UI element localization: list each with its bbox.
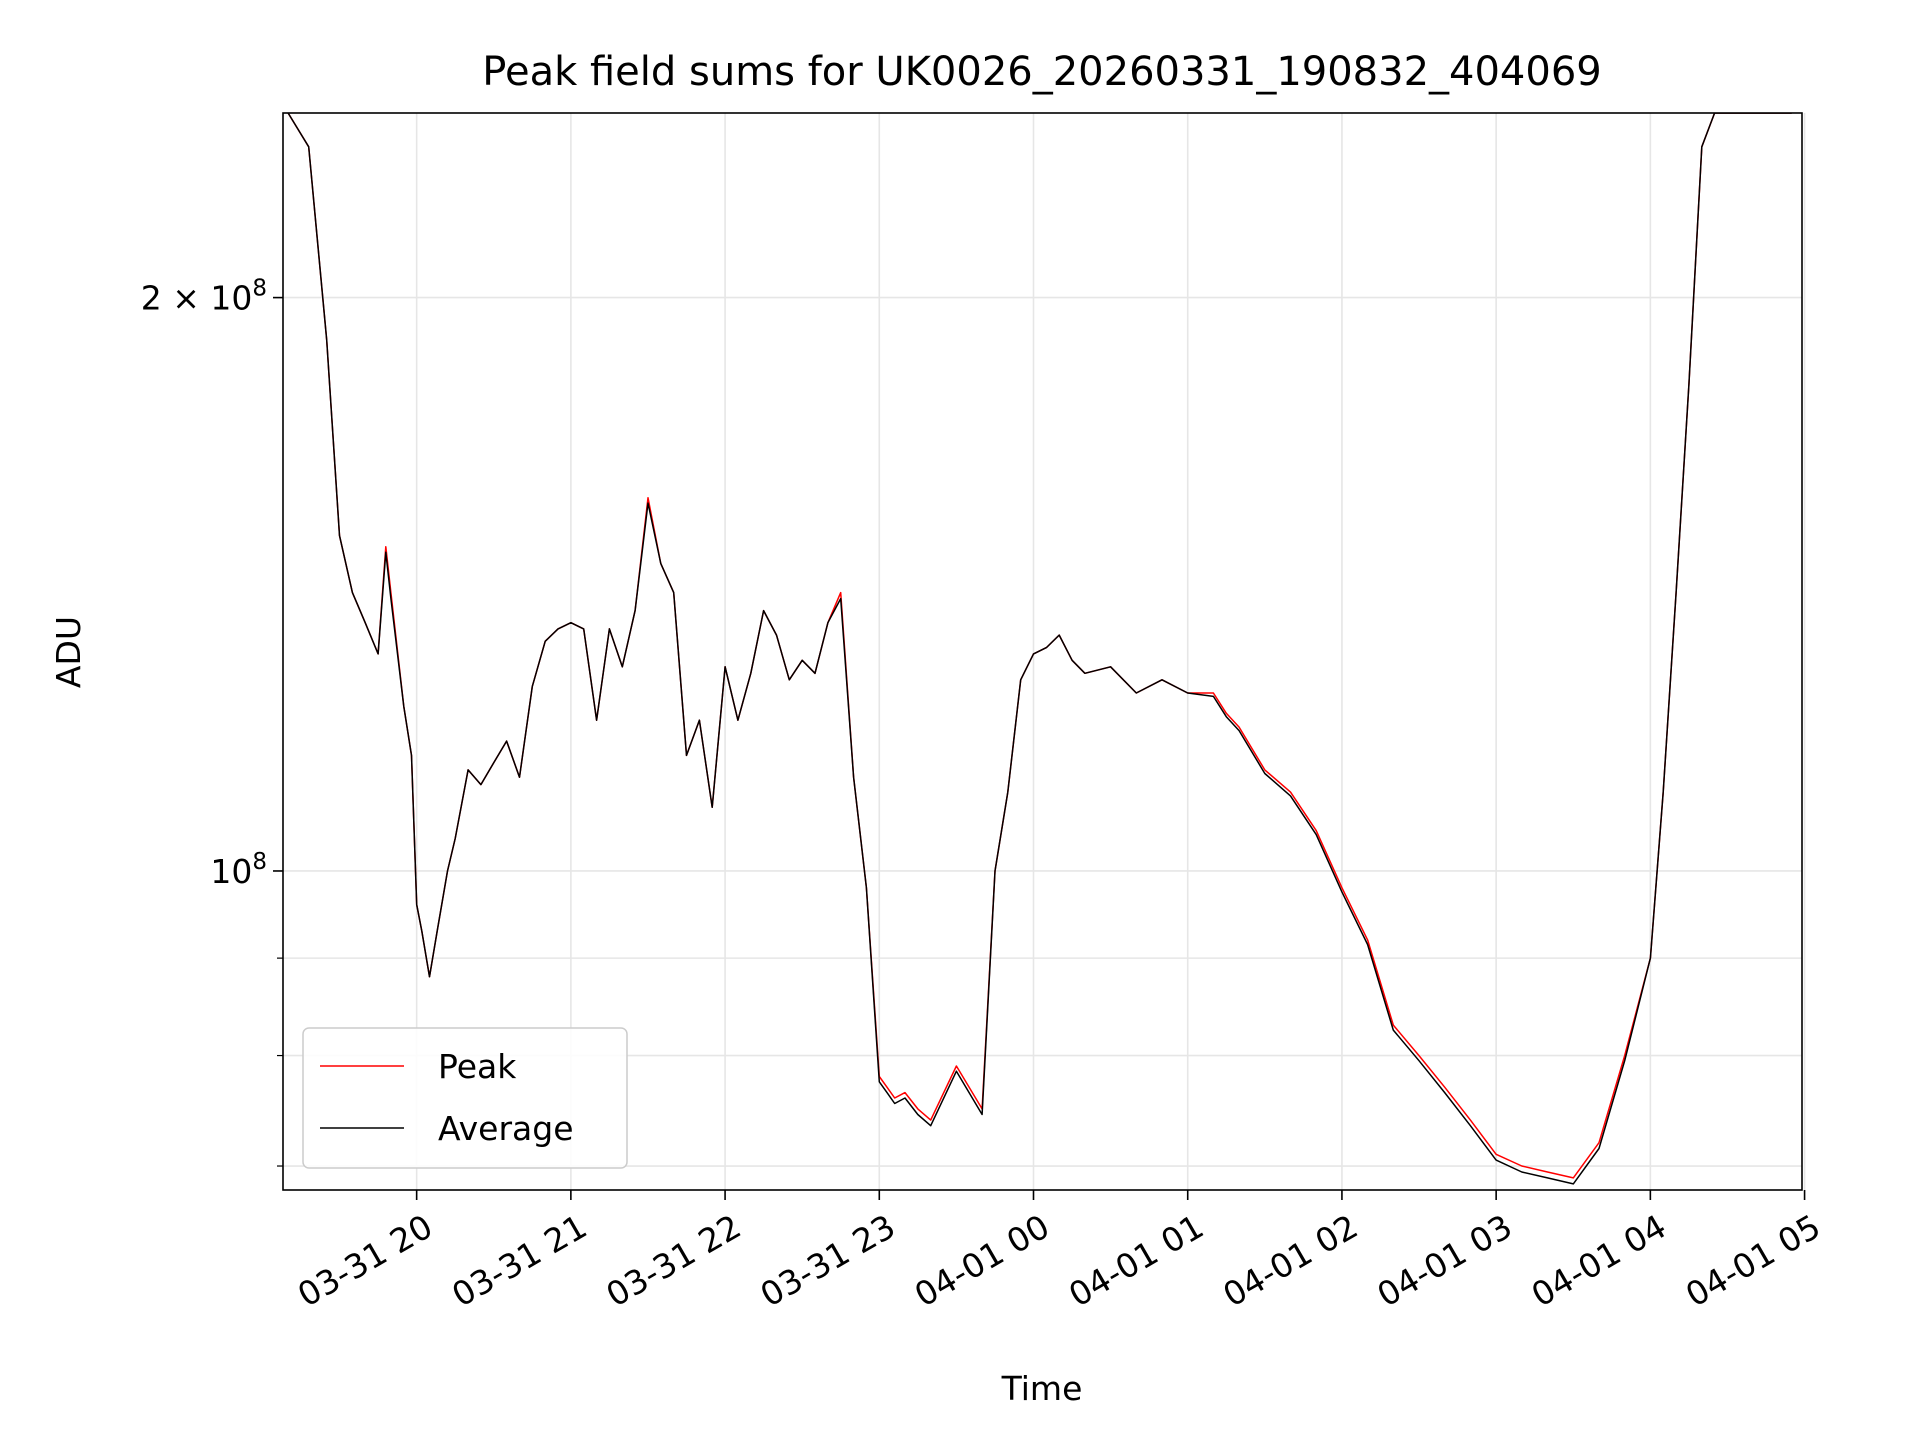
y-tick-label: 2 × 108: [141, 276, 267, 318]
series-lines: [287, 113, 1792, 1185]
x-axis-label: Time: [1001, 1369, 1083, 1408]
y-tick-label: 108: [210, 849, 267, 891]
legend-label-peak: Peak: [438, 1047, 517, 1086]
y-tick-label-exponent: 8: [252, 849, 267, 875]
legend: Peak Average: [302, 1027, 628, 1169]
series-line-average: [287, 113, 1792, 1185]
y-axis-label: ADU: [49, 616, 88, 688]
y-tick-label-exponent: 8: [252, 276, 267, 302]
legend-label-average: Average: [438, 1109, 574, 1148]
chart-title: Peak field sums for UK0026_20260331_1908…: [482, 49, 1601, 95]
legend-box: [302, 1027, 628, 1169]
y-tick-label-base: 10: [210, 852, 252, 891]
gridlines: [283, 113, 1806, 1190]
y-tick-label-base: 2 × 10: [141, 279, 253, 318]
plot-area-frame: [282, 112, 1803, 1191]
